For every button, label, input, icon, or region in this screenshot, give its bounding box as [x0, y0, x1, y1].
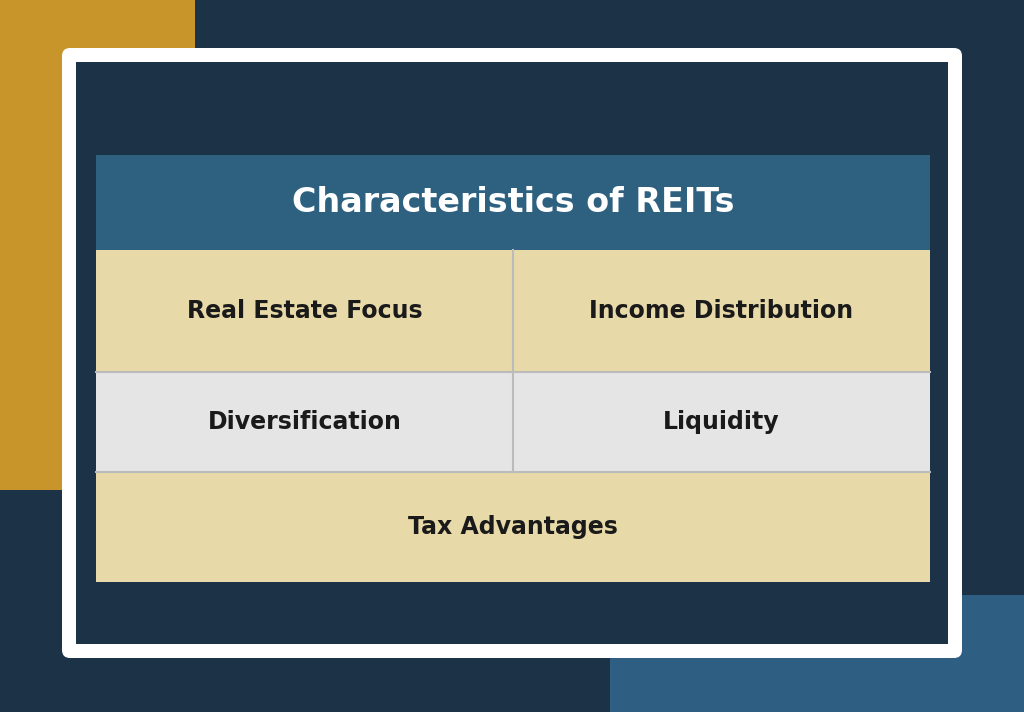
Text: Characteristics of REITs: Characteristics of REITs — [292, 186, 734, 219]
Text: Tax Advantages: Tax Advantages — [408, 515, 617, 539]
Bar — [76, 62, 948, 644]
Bar — [610, 595, 1024, 712]
Bar — [96, 372, 513, 472]
Bar — [96, 250, 513, 372]
FancyBboxPatch shape — [62, 48, 962, 658]
Bar — [96, 472, 930, 582]
Text: Real Estate Focus: Real Estate Focus — [186, 299, 422, 323]
Text: Income Distribution: Income Distribution — [590, 299, 854, 323]
Bar — [96, 155, 930, 250]
Text: Liquidity: Liquidity — [664, 410, 780, 434]
Text: Diversification: Diversification — [208, 410, 401, 434]
Bar — [0, 0, 195, 490]
Bar — [513, 250, 930, 372]
Bar — [513, 372, 930, 472]
